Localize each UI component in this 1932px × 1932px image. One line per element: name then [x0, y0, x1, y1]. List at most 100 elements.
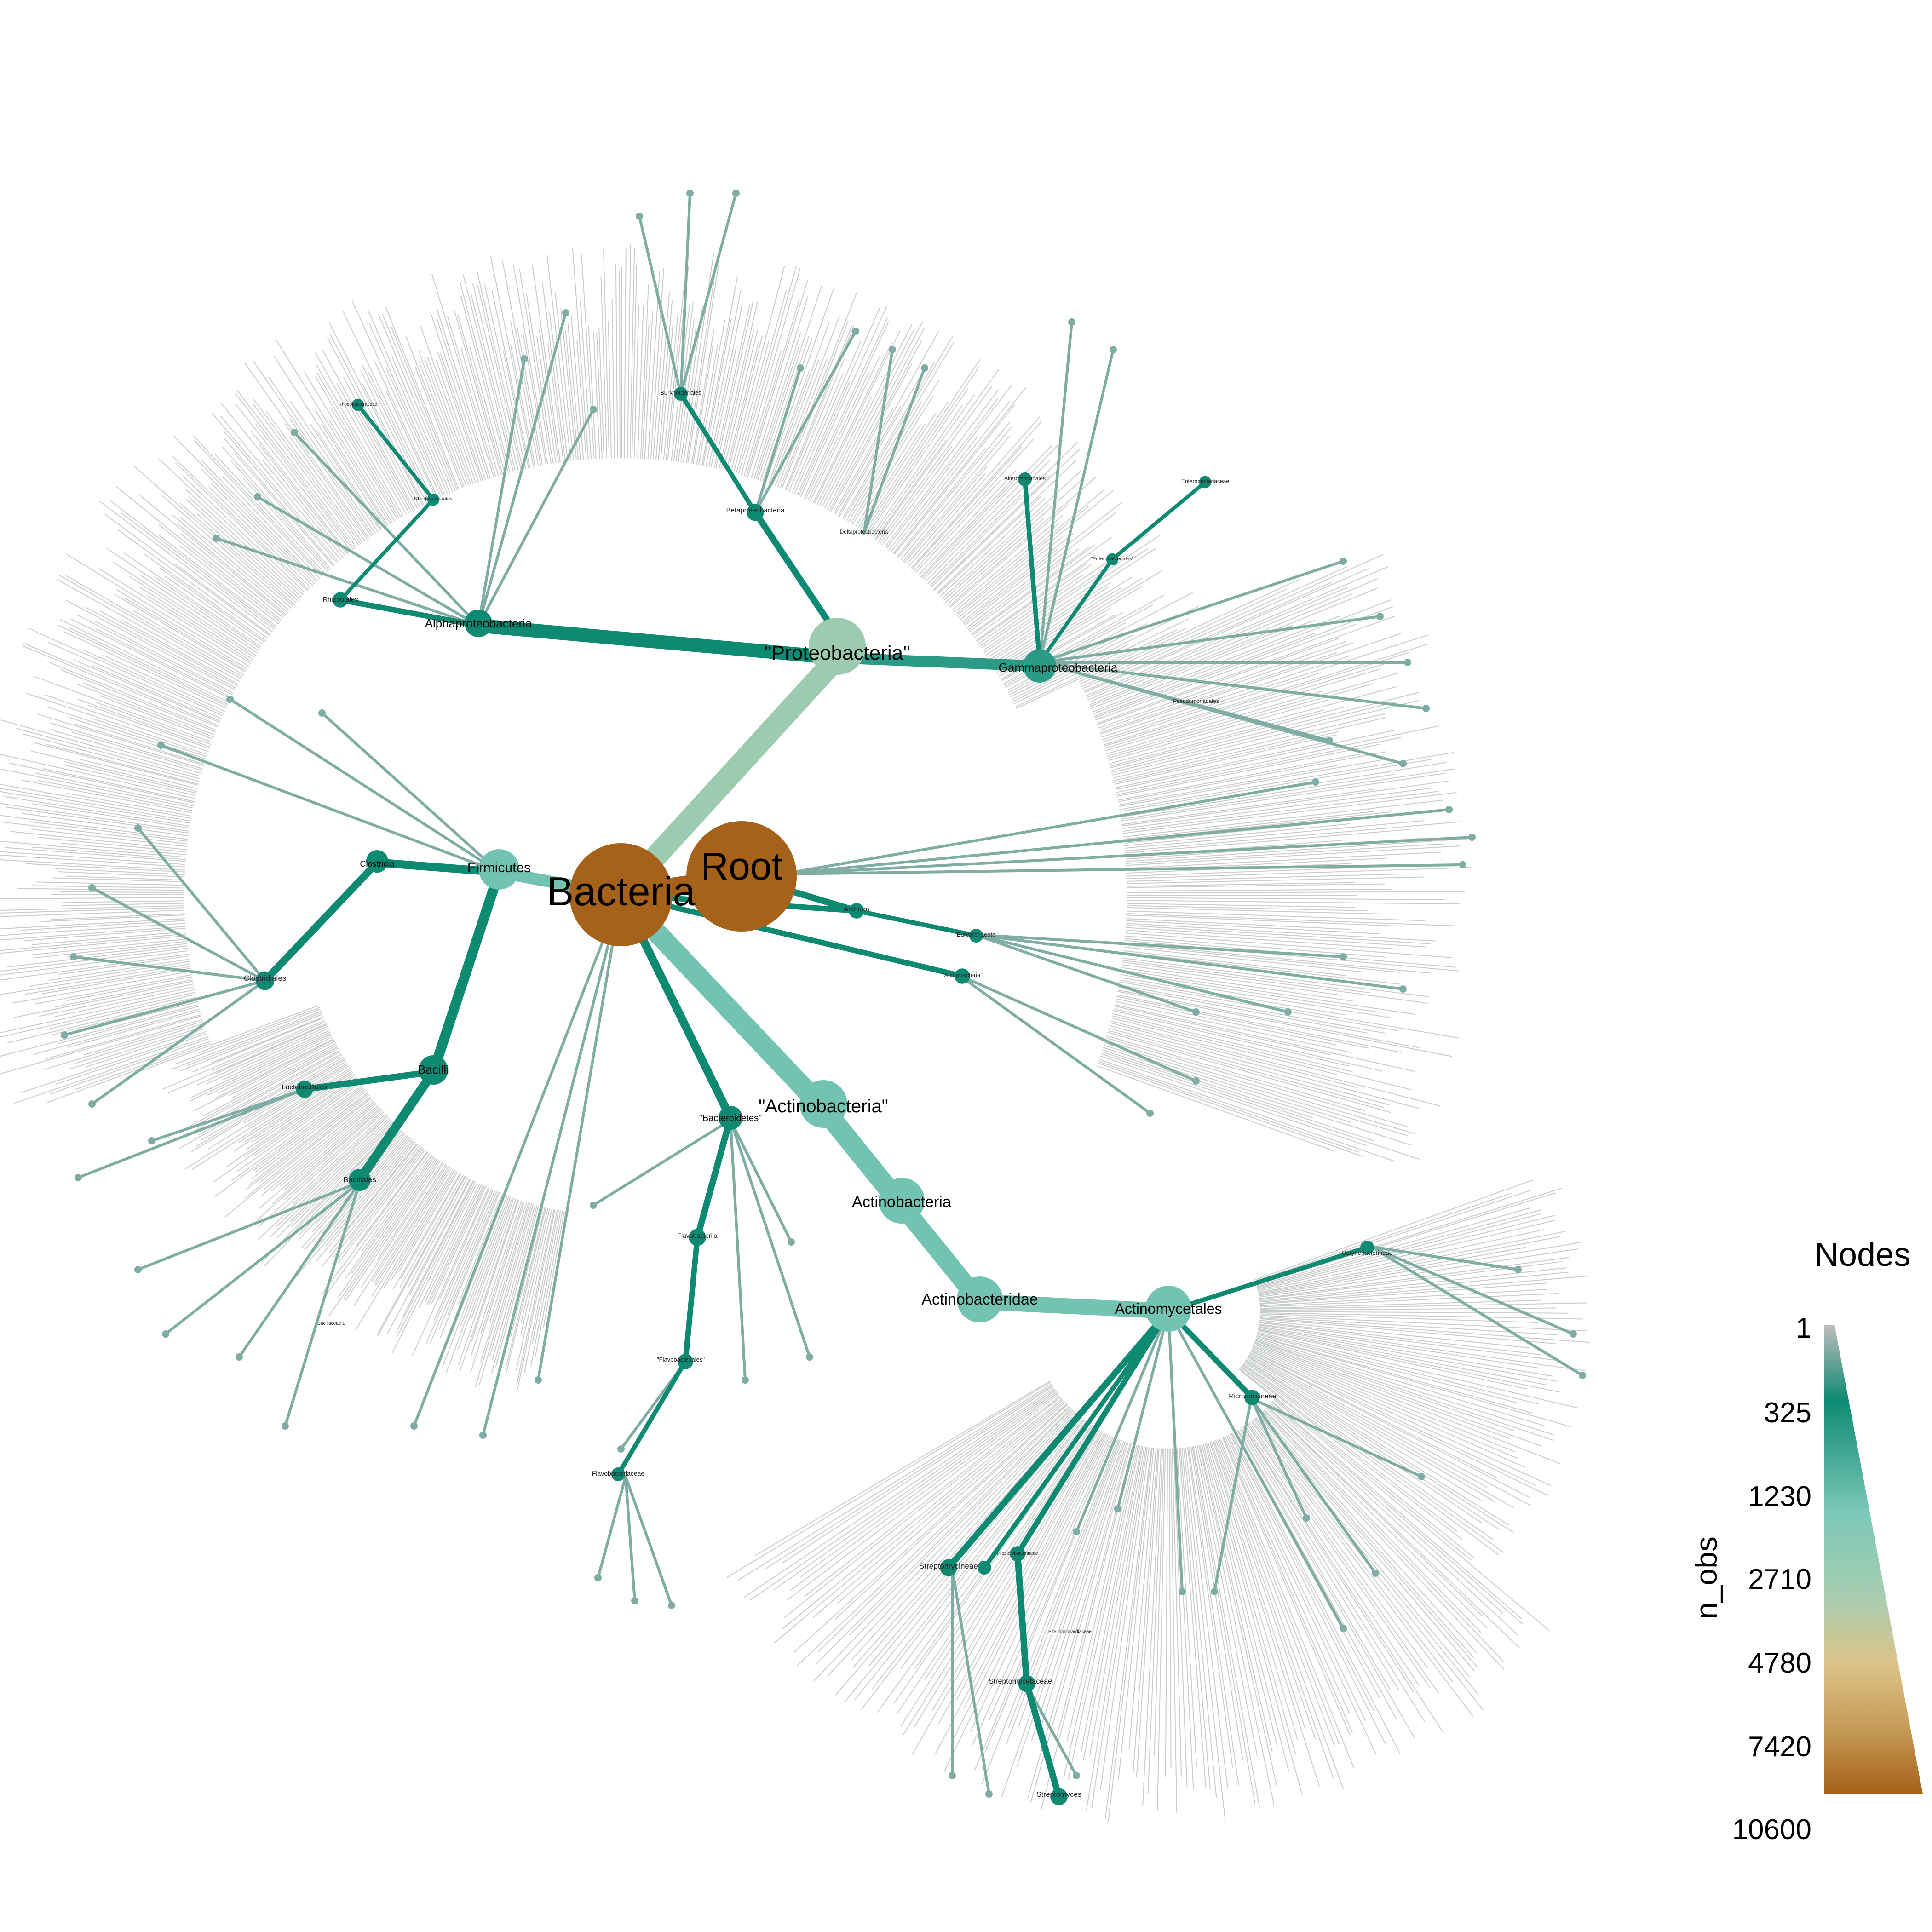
leaf-edge — [274, 356, 385, 528]
leaf-edge — [244, 362, 369, 539]
legend-tick-2710: 2710 — [1748, 1564, 1811, 1595]
leaf-edge — [1247, 1424, 1431, 1689]
leaf-edge — [315, 376, 400, 519]
leaf-edge — [20, 1031, 207, 1093]
leaf-edge — [162, 495, 292, 609]
leaf-edge — [470, 1200, 522, 1357]
leaf-edge — [290, 1120, 393, 1222]
leaf-edge — [293, 1115, 387, 1204]
leaf-edge — [471, 1198, 514, 1318]
leaf-edge — [31, 750, 197, 792]
leaf-edge — [378, 314, 453, 492]
leaf-edge — [1121, 772, 1447, 822]
leaf-node — [61, 1031, 68, 1039]
node-label-flavobacteriaceae: Flavobacteriaceae — [592, 1470, 645, 1477]
leaf-edge — [211, 1021, 326, 1071]
leaf-edge — [1113, 1010, 1349, 1067]
leaf-node — [88, 1100, 96, 1108]
leaf-edge — [328, 322, 423, 506]
branch-node — [1010, 1546, 1025, 1562]
leaf-edge — [1208, 1443, 1298, 1740]
leaf-edge — [921, 477, 1018, 579]
leaf-edge — [1157, 1448, 1166, 1811]
leaf-edge — [560, 307, 577, 460]
leaf-edge — [1110, 709, 1325, 767]
leaf-edge — [1030, 1443, 1132, 1803]
leaf-edge — [973, 537, 1112, 638]
leaf-edge — [1179, 1448, 1207, 1788]
leaf-edge — [399, 1175, 464, 1288]
leaf-edge — [51, 913, 185, 920]
leaf-node — [134, 824, 142, 832]
edge-proteobacteria-gamma — [832, 652, 1045, 672]
leaf-edge — [1142, 1448, 1162, 1806]
branch-edge — [229, 698, 500, 874]
node-label-rhizobiales: Rhizobiales — [322, 596, 358, 604]
leaf-edge — [1191, 1446, 1256, 1805]
leaf-edge — [993, 586, 1122, 667]
leaf-edge — [191, 1059, 345, 1152]
branch-edge — [974, 933, 1197, 1013]
leaf-edge — [753, 333, 801, 479]
leaf-node — [949, 1772, 956, 1779]
branch-edge — [624, 1475, 636, 1602]
leaf-edge — [603, 249, 610, 459]
leaf-edge — [253, 1087, 364, 1172]
branch-edge — [624, 1475, 673, 1607]
leaf-edge — [730, 265, 785, 472]
branch-edge — [974, 933, 1404, 990]
leaf-edge — [13, 981, 193, 1018]
leaf-edge — [244, 1096, 371, 1199]
node-label-rhodobacterales: Rhodobacterales — [414, 496, 453, 502]
leaf-edge — [397, 1181, 476, 1338]
leaf-edge — [956, 1432, 1103, 1701]
leaf-edge — [60, 669, 216, 732]
leaf-edge — [1098, 1061, 1360, 1153]
node-label-bacteroidetes: "Bacteroidetes" — [699, 1113, 762, 1123]
leaf-edge — [839, 364, 928, 517]
leaf-edge — [237, 390, 357, 548]
leaf-edge — [1107, 672, 1400, 757]
leaf-edge — [46, 1043, 211, 1103]
leaf-edge — [230, 460, 330, 570]
leaf-edge — [144, 554, 266, 641]
leaf-edge — [1251, 1350, 1536, 1486]
leaf-edge — [925, 439, 1064, 582]
leaf-edge — [250, 1090, 367, 1180]
leaf-edge — [772, 360, 819, 485]
leaf-edge — [45, 706, 207, 759]
branch-edge — [160, 744, 500, 874]
leaf-edge — [814, 330, 901, 504]
leaf-edge — [1236, 1430, 1415, 1738]
leaf-edge — [330, 334, 420, 507]
leaf-edge — [259, 444, 348, 555]
leaf-edge — [1226, 1435, 1377, 1755]
node-label-betaproteobacteria: Betaproteobacteria — [726, 506, 785, 514]
leaf-edge — [187, 1012, 322, 1066]
branch-edge — [72, 955, 266, 982]
leaf-edge — [952, 515, 1063, 611]
leaf-edge — [747, 280, 808, 477]
leaf-edge — [0, 963, 190, 995]
leaf-edge — [0, 821, 188, 845]
branch-edge — [781, 836, 1473, 875]
leaf-edge — [426, 1185, 484, 1305]
leaf-edge — [276, 1114, 386, 1216]
leaf-edge — [75, 1023, 204, 1064]
leaf-edge — [1124, 946, 1366, 973]
leaf-edge — [460, 282, 511, 473]
leaf-edge — [984, 535, 1160, 653]
leaf-edge — [532, 1210, 559, 1344]
leaf-edge — [398, 1172, 458, 1273]
leaf-edge — [1259, 1311, 1569, 1314]
leaf-edge — [229, 1041, 335, 1096]
node-label-clostridiales: Clostridiales — [244, 974, 287, 983]
leaf-edge — [255, 423, 354, 550]
leaf-edge — [741, 268, 801, 475]
leaf-edge — [808, 372, 869, 500]
branch-edge — [1038, 321, 1073, 664]
leaf-edge — [918, 470, 1016, 575]
leaf-edge — [84, 1019, 203, 1055]
leaf-edge — [99, 501, 273, 632]
branch-edge — [63, 979, 266, 1036]
